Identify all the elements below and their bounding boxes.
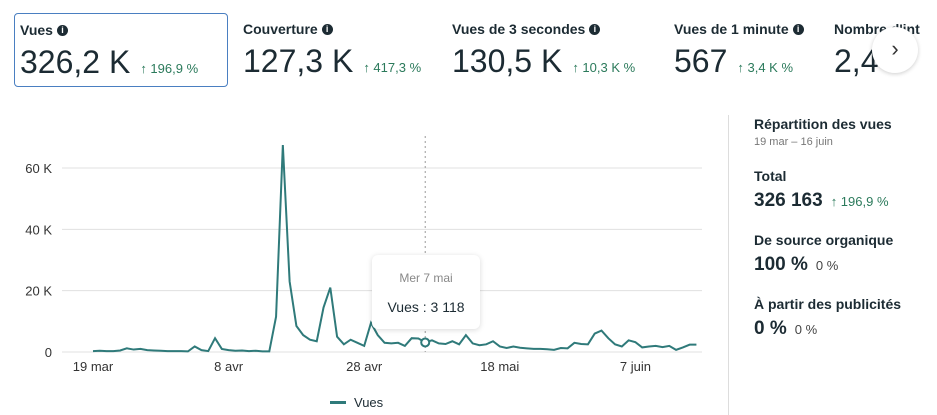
- legend-swatch: [330, 401, 346, 404]
- metric-label: Couverture: [243, 21, 318, 37]
- metric-value: 326,2 K: [20, 44, 131, 80]
- metric-label: Vues: [20, 22, 53, 38]
- y-tick-label: 40 K: [25, 222, 52, 237]
- views-breakdown-panel: Répartition des vues 19 mar – 16 juin To…: [754, 116, 934, 340]
- views-line-chart: 0 20 K 40 K 60 K 19 mar 8 avr 28 avr 18 mai 7 ju…: [25, 136, 702, 374]
- metric-card-vues-1min[interactable]: Vues de 1 minute i 567 ↑ 3,4 K %: [669, 13, 809, 87]
- ads-value: 0 %: [754, 318, 787, 339]
- ads-change: 0 %: [794, 322, 818, 337]
- series-line-vues: [92, 144, 697, 353]
- ads-label: À partir des publicités: [754, 296, 902, 312]
- organic-change: 0 %: [815, 258, 839, 273]
- hover-marker: [420, 337, 431, 348]
- chart-legend[interactable]: Vues: [330, 395, 383, 410]
- organic-label: De source organique: [754, 232, 894, 248]
- organic-value: 100 %: [754, 254, 808, 275]
- divider: [728, 115, 729, 415]
- x-tick-label: 19 mar: [73, 359, 114, 374]
- metric-card-vues-3s[interactable]: Vues de 3 secondes i 130,5 K ↑ 10,3 K %: [447, 13, 640, 87]
- x-tick-label: 18 mai: [480, 359, 519, 374]
- metric-value: 127,3 K: [243, 43, 354, 79]
- metric-change: ↑ 417,3 %: [363, 60, 422, 75]
- breakdown-range: 19 mar – 16 juin: [754, 136, 833, 148]
- metric-value: 567: [674, 43, 728, 79]
- metric-label: Vues de 1 minute: [674, 21, 789, 37]
- breakdown-title: Répartition des vues: [754, 116, 892, 132]
- metric-card-vues[interactable]: Vues i 326,2 K ↑ 196,9 %: [14, 13, 228, 87]
- legend-label: Vues: [354, 395, 384, 410]
- metric-label: Vues de 3 secondes: [452, 21, 586, 37]
- info-icon[interactable]: i: [321, 23, 333, 35]
- info-icon[interactable]: i: [56, 24, 68, 36]
- y-tick-label: 0: [45, 345, 52, 360]
- x-tick-label: 28 avr: [346, 359, 383, 374]
- tooltip-value: Vues : 3 118: [387, 299, 465, 315]
- x-tick-label: 7 juin: [620, 359, 651, 374]
- metric-change: ↑ 3,4 K %: [737, 60, 794, 75]
- metric-change: ↑ 10,3 K %: [572, 60, 636, 75]
- y-tick-label: 60 K: [25, 161, 52, 176]
- metric-value: 130,5 K: [452, 43, 563, 79]
- tooltip-date: Mer 7 mai: [399, 271, 453, 285]
- total-change: ↑ 196,9 %: [830, 194, 889, 209]
- chart-tooltip: Mer 7 mai Vues : 3 118: [372, 255, 480, 329]
- metric-card-couverture[interactable]: Couverture i 127,3 K ↑ 417,3 %: [238, 13, 426, 87]
- info-icon[interactable]: i: [589, 23, 601, 35]
- next-chevron-button[interactable]: ›: [872, 27, 918, 73]
- total-value: 326 163: [754, 190, 823, 211]
- metric-value: 2,4: [834, 43, 879, 79]
- x-tick-label: 8 avr: [214, 359, 244, 374]
- info-icon[interactable]: i: [792, 23, 804, 35]
- metric-change: ↑ 196,9 %: [140, 61, 199, 76]
- y-tick-label: 20 K: [25, 284, 52, 299]
- total-label: Total: [754, 168, 787, 184]
